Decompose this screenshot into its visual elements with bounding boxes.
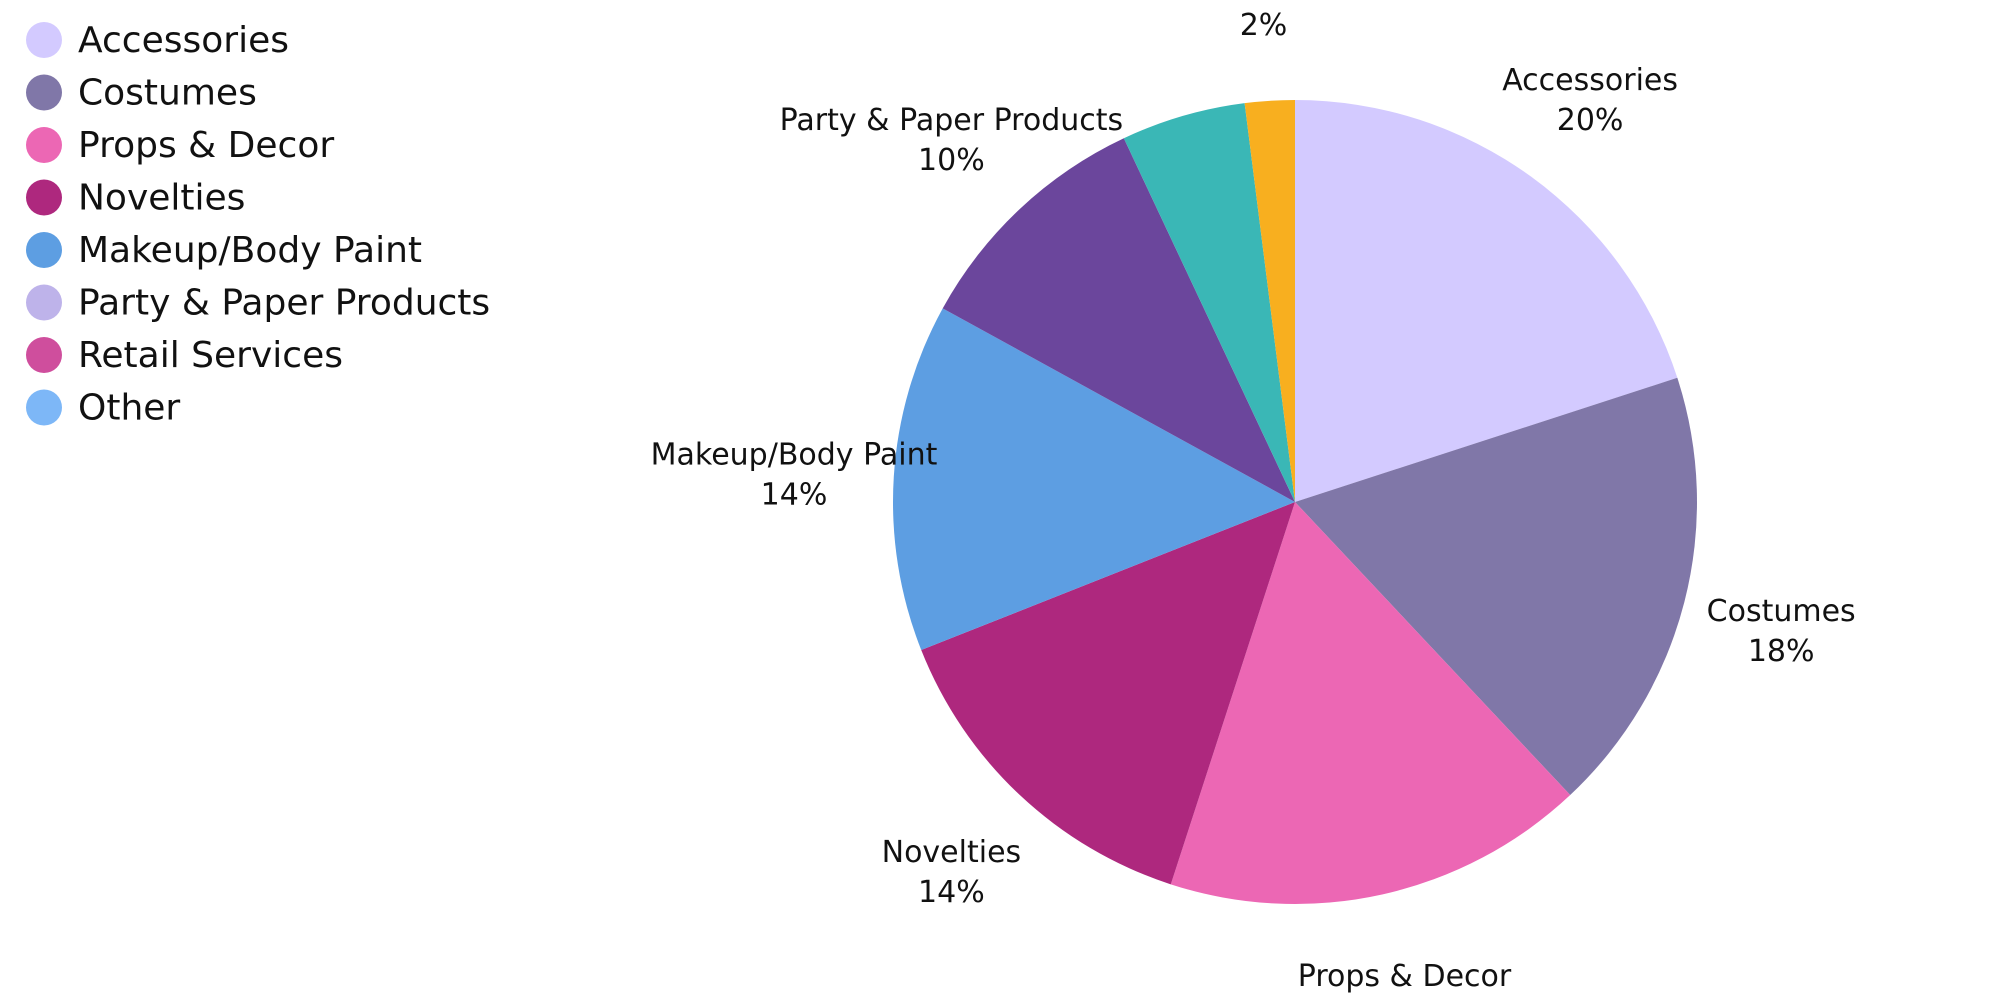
- slice-percent-costumes: 18%: [1748, 634, 1815, 669]
- legend-item-other: Other: [26, 388, 180, 429]
- pie-slice-costumes: [1295, 377, 1697, 796]
- legend-item-accessories: Accessories: [26, 20, 289, 61]
- legend-item-makeup-body-paint: Makeup/Body Paint: [26, 230, 422, 271]
- legend-swatch-party-paper-products: [26, 284, 62, 321]
- pie-slice-retail-services: [1123, 103, 1295, 503]
- pie-slice-makeup-body-paint: [892, 308, 1295, 650]
- legend-swatch-makeup-body-paint: [26, 232, 62, 268]
- slice-label-costumes: Costumes: [1707, 594, 1856, 629]
- legend-item-retail-services: Retail Services: [26, 335, 343, 376]
- slice-percent-props-decor: 17%: [1371, 999, 1438, 1000]
- slice-percent-accessories: 20%: [1557, 103, 1624, 138]
- slice-labels: Accessories 20% Costumes 18% Props & Decor 17…: [651, 0, 1856, 1000]
- legend-item-props-decor: Props & Decor: [26, 125, 334, 166]
- pie-slice-other: [1244, 100, 1295, 502]
- pie-slice-accessories: [1295, 100, 1678, 502]
- legend-swatch-retail-services: [26, 337, 62, 373]
- legend-label-party-paper-products: Party & Paper Products: [78, 283, 490, 324]
- slice-percent-other: 2%: [1240, 8, 1288, 43]
- slice-label-other: Other: [1221, 0, 1307, 3]
- slice-percent-makeup-body-paint: 14%: [761, 478, 828, 513]
- slice-label-makeup-body-paint: Makeup/Body Paint: [651, 438, 938, 473]
- slice-label-accessories: Accessories: [1502, 63, 1678, 98]
- legend-label-other: Other: [78, 388, 180, 429]
- slice-label-props-decor: Props & Decor: [1298, 959, 1512, 994]
- legend-swatch-props-decor: [26, 127, 62, 163]
- slice-label-party-paper-products: Party & Paper Products: [780, 103, 1123, 138]
- pie-slice-party-paper-products: [942, 138, 1295, 502]
- legend-swatch-novelties: [26, 179, 62, 216]
- pie-slice-props-decor: [1170, 502, 1571, 904]
- legend-label-costumes: Costumes: [78, 73, 257, 114]
- legend-label-novelties: Novelties: [78, 178, 245, 219]
- legend-swatch-accessories: [26, 22, 62, 58]
- legend-item-novelties: Novelties: [26, 178, 245, 219]
- slice-percent-novelties: 14%: [918, 875, 985, 910]
- legend-item-party-paper-products: Party & Paper Products: [26, 283, 490, 324]
- legend-swatch-costumes: [26, 74, 62, 111]
- slice-label-novelties: Novelties: [882, 835, 1022, 870]
- legend-label-retail-services: Retail Services: [78, 335, 343, 376]
- pie-slices: [892, 100, 1697, 904]
- legend-label-makeup-body-paint: Makeup/Body Paint: [78, 230, 422, 271]
- slice-percent-party-paper-products: 10%: [918, 143, 985, 178]
- pie-slice-novelties: [921, 502, 1295, 885]
- legend-label-props-decor: Props & Decor: [78, 125, 334, 166]
- legend-swatch-other: [26, 389, 62, 426]
- legend-item-costumes: Costumes: [26, 73, 257, 114]
- legend-label-accessories: Accessories: [78, 20, 289, 61]
- legend: Accessories Costumes Props & Decor Noveltie…: [26, 20, 490, 429]
